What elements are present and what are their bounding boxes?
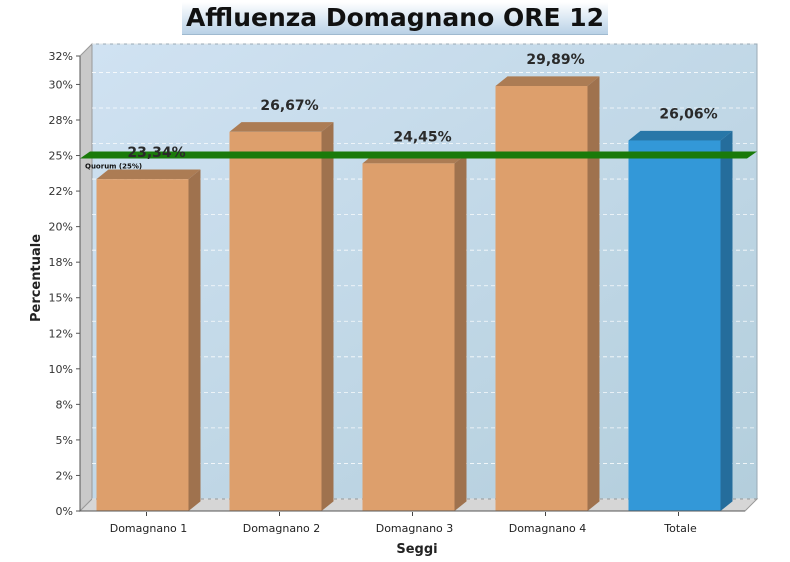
bar-front — [628, 140, 721, 511]
chart-title: Affluenza Domagnano ORE 12 — [181, 2, 609, 35]
plot-left-wall — [79, 42, 93, 513]
category-label: Domagnano 1 — [110, 522, 188, 535]
chart-title-container: Affluenza Domagnano ORE 12 — [0, 0, 790, 42]
y-tick-label: 15% — [49, 292, 73, 305]
category-label: Domagnano 4 — [509, 522, 587, 535]
y-tick-label: 28% — [49, 114, 73, 127]
category-label: Domagnano 3 — [376, 522, 454, 535]
value-label: 29,89% — [526, 52, 584, 68]
bar-side — [720, 130, 733, 511]
y-axis-title: Percentuale — [29, 234, 44, 322]
bar-front — [96, 179, 189, 511]
category-label: Domagnano 2 — [243, 522, 321, 535]
y-tick-label: 8% — [56, 398, 73, 411]
bar-4 — [495, 76, 600, 512]
bar-top — [495, 76, 600, 87]
bar-top — [229, 122, 334, 132]
y-tick-label: 10% — [49, 363, 73, 376]
bar-1 — [96, 169, 201, 512]
value-labels: 23,34% 26,67% 24,45% 29,89% 26,06% — [127, 52, 717, 161]
bar-side — [454, 153, 467, 511]
y-tick-label: 25% — [49, 150, 73, 163]
bar-front — [362, 163, 455, 511]
value-label: 24,45% — [393, 129, 451, 145]
y-tick-label: 2% — [56, 469, 73, 482]
y-tick-label: 22% — [49, 185, 73, 198]
bar-2 — [229, 122, 334, 511]
quorum-line-group: Quorum (25%) — [80, 151, 757, 171]
y-tick-label: 18% — [49, 256, 73, 269]
quorum-line — [80, 151, 757, 159]
y-tick-label: 30% — [49, 78, 73, 91]
bar-side — [321, 122, 334, 511]
category-label: Totale — [663, 522, 697, 535]
y-tick-label: 20% — [49, 221, 73, 234]
bar-front — [229, 131, 322, 511]
y-tick-label: 5% — [56, 434, 73, 447]
value-label: 26,06% — [659, 106, 717, 122]
bar-side — [188, 169, 201, 512]
bar-top — [628, 130, 733, 141]
value-label: 23,34% — [127, 145, 185, 161]
bars — [96, 76, 733, 512]
bar-5 — [628, 130, 733, 511]
bar-top — [96, 169, 201, 180]
x-axis-title: Seggi — [396, 542, 437, 557]
value-label: 26,67% — [260, 98, 318, 114]
y-tick-label: 12% — [49, 327, 73, 340]
axes: Domagnano 1 Domagnano 2 Domagnano 3 Domagna… — [49, 50, 745, 535]
bar-side — [587, 76, 600, 512]
bar-3 — [362, 153, 467, 511]
bar-front — [495, 86, 588, 512]
y-tick-label: 32% — [49, 50, 73, 63]
quorum-label: Quorum (25%) — [85, 163, 142, 171]
y-tick-label: 0% — [56, 505, 73, 518]
